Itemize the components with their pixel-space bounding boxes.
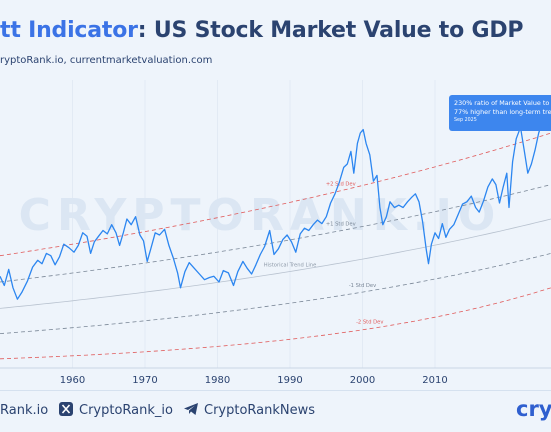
band-label-1: +1 Std Dev [326, 222, 356, 228]
x-tick-label: 1970 [132, 375, 157, 386]
footer-telegram-link[interactable]: CryptoRankNews [204, 403, 316, 418]
series-line [0, 97, 551, 300]
band-line-1 [0, 184, 551, 283]
title-rest: : US Stock Market Value to GDP [137, 18, 524, 43]
callout-line-2: 77% higher than long-term tren [454, 108, 551, 116]
callout-box: 230% ratio of Market Value to G 77% high… [449, 95, 551, 131]
chart-grid [0, 80, 551, 369]
x-twitter-icon [59, 402, 73, 416]
source-line: ryptoRank.io, currentmarketvaluation.com [0, 55, 213, 66]
x-tick-label: 1980 [205, 375, 230, 386]
band-line-0 [0, 132, 551, 257]
watermark: CRYPTORANK.IO [19, 190, 502, 241]
callout-date: Sep 2025 [454, 118, 477, 123]
page-title: tt Indicator: US Stock Market Value to G… [0, 18, 524, 43]
band-label-2: Historical Trend Line [264, 262, 317, 268]
telegram-icon [184, 403, 198, 415]
band-label-3: -1 Std Dev [349, 283, 376, 289]
band-line-3 [0, 253, 551, 334]
footer-twitter-link[interactable]: CryptoRank_io [79, 403, 173, 418]
std-dev-bands: +2 Std Dev +1 Std Dev Historical Trend Lin… [0, 132, 551, 360]
band-line-4 [0, 287, 551, 360]
x-axis-ticks: 1960 1970 1980 1990 2000 2010 [60, 375, 448, 386]
brand-logo: cryp [516, 397, 551, 421]
footer-website-link[interactable]: Rank.io [0, 403, 49, 418]
title-accent: tt Indicator [0, 18, 138, 43]
footer: Rank.io CryptoRank_io CryptoRankNews cry… [0, 390, 551, 432]
x-tick-label: 1960 [60, 375, 85, 386]
x-tick-label: 1990 [277, 375, 302, 386]
x-tick-label: 2000 [350, 375, 375, 386]
band-label-0: +2 Std Dev [326, 182, 356, 188]
band-label-4: -2 Std Dev [356, 320, 383, 326]
band-line-2 [0, 218, 551, 309]
x-tick-label: 2010 [422, 375, 447, 386]
chart: CRYPTORANK.IO +2 Std Dev +1 Std Dev Histor… [0, 80, 551, 386]
callout-line-1: 230% ratio of Market Value to G [454, 99, 551, 107]
